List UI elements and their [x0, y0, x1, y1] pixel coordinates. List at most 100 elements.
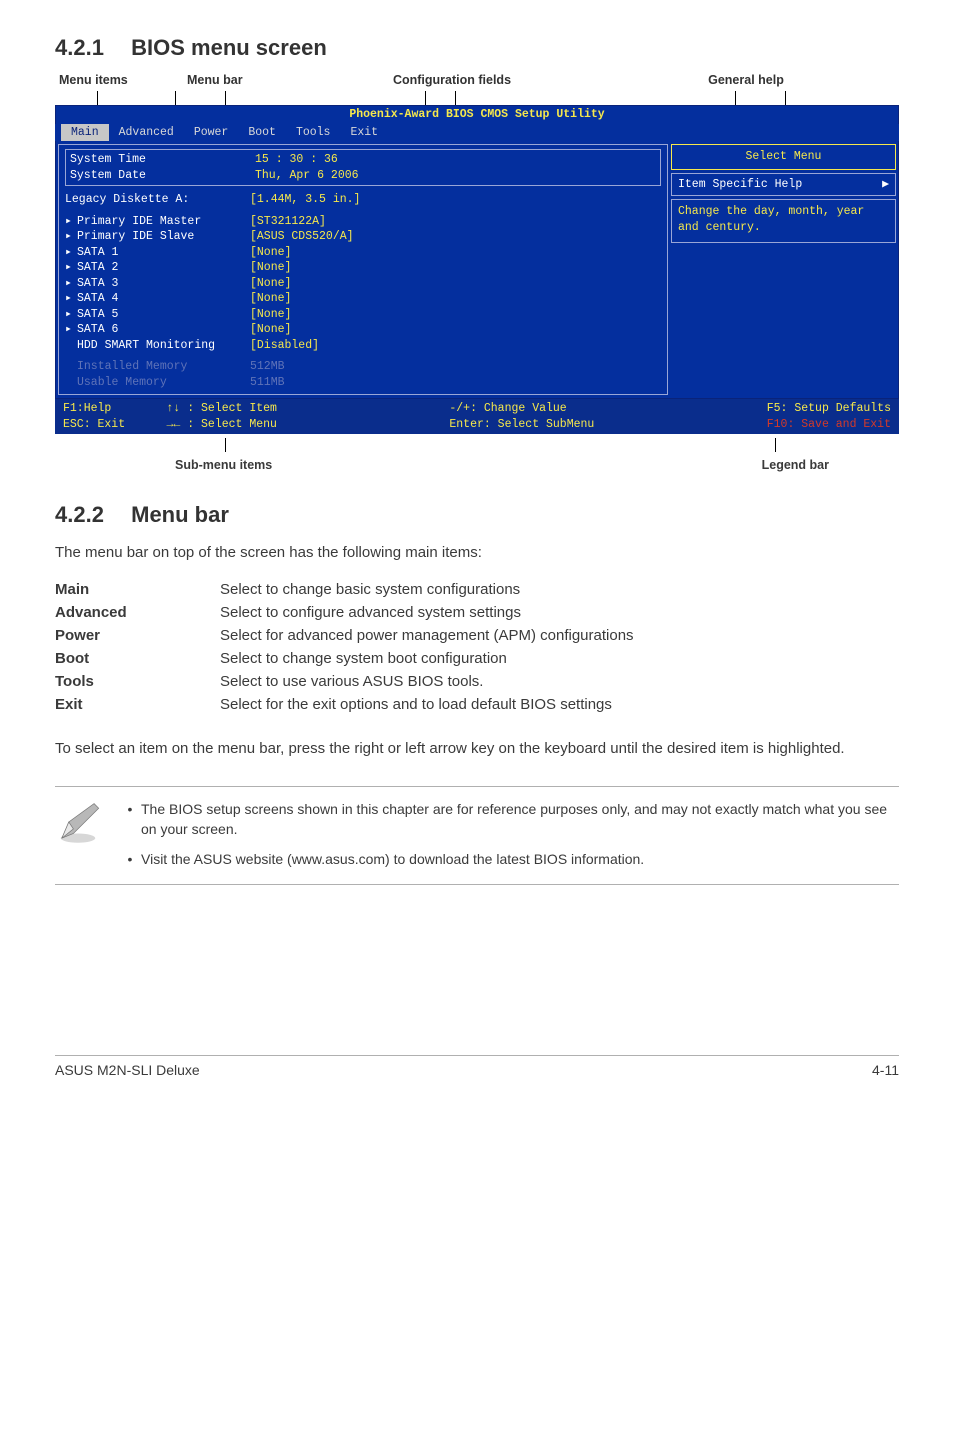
chevron-right-icon: ▸ [65, 291, 77, 307]
row-value: [None] [250, 276, 291, 292]
sec1-num: 4.2.1 [55, 35, 104, 60]
opt-key: Power [55, 624, 220, 647]
bios-tab-boot[interactable]: Boot [238, 124, 286, 142]
bios-help-sub: Item Specific Help ▶ [671, 173, 896, 197]
row-label: SATA 6 [77, 322, 250, 338]
tick [785, 91, 786, 105]
note-block: •The BIOS setup screens shown in this ch… [55, 786, 899, 885]
row-label: Usable Memory [77, 375, 250, 391]
opt-val: Select for advanced power management (AP… [220, 624, 634, 647]
bios-help-panel: Select Menu Item Specific Help ▶ Change t… [671, 144, 896, 395]
row-label: Installed Memory [77, 359, 250, 375]
opt-key: Main [55, 578, 220, 601]
lbl-submenu: Sub-menu items [175, 458, 272, 472]
opt-val: Select to use various ASUS BIOS tools. [220, 670, 634, 693]
pencil-icon [55, 799, 101, 850]
bios-info-row: Usable Memory511MB [65, 375, 661, 391]
row-label: SATA 5 [77, 307, 250, 323]
bullet-icon: • [119, 799, 141, 840]
bios-help-title: Select Menu [671, 144, 896, 170]
lbl-config: Configuration fields [307, 73, 597, 87]
bios-submenu-row[interactable]: ▸SATA 1[None] [65, 245, 661, 261]
section-heading-2: 4.2.2 Menu bar [55, 502, 899, 528]
bios-diagram: Menu items Menu bar Configuration fields… [55, 73, 899, 472]
row-label: SATA 2 [77, 260, 250, 276]
options-table: MainSelect to change basic system config… [55, 578, 634, 716]
bios-submenu-row[interactable]: ▸Primary IDE Slave[ASUS CDS520/A] [65, 229, 661, 245]
bios-help-sub-text: Item Specific Help [678, 178, 802, 191]
bios-tab-advanced[interactable]: Advanced [109, 124, 184, 142]
bios-submenu-row[interactable]: ▸SATA 2[None] [65, 260, 661, 276]
bios-submenu-row[interactable]: ▸SATA 5[None] [65, 307, 661, 323]
footer-c1: F1:Help ↑↓ : Select Item [63, 401, 277, 417]
footer-c4: ESC: Exit →← : Select Menu [63, 417, 277, 433]
chevron-right-icon: ▸ [65, 229, 77, 245]
bios-help-body: Change the day, month, year and century. [671, 199, 896, 243]
sec1-title: BIOS menu screen [131, 35, 327, 60]
bios-submenu-row[interactable]: ▸SATA 6[None] [65, 322, 661, 338]
opt-val: Select to configure advanced system sett… [220, 601, 634, 624]
tick [225, 91, 226, 105]
section-heading-1: 4.2.1 BIOS menu screen [55, 35, 899, 61]
bios-row-time[interactable]: System Time 15 : 30 : 36 [70, 152, 656, 168]
bios-submenu-row[interactable]: HDD SMART Monitoring[Disabled] [65, 338, 661, 354]
row-value: 512MB [250, 359, 285, 375]
bios-window: Phoenix-Award BIOS CMOS Setup Utility Ma… [55, 105, 899, 434]
option-row: ToolsSelect to use various ASUS BIOS too… [55, 670, 634, 693]
option-row: PowerSelect for advanced power managemen… [55, 624, 634, 647]
footer-right: 4-11 [872, 1062, 899, 1078]
chevron-right-icon: ▶ [882, 177, 889, 193]
footer-c3: F5: Setup Defaults [767, 401, 891, 417]
opt-key: Exit [55, 693, 220, 716]
bios-menu-bar: Main Advanced Power Boot Tools Exit [55, 124, 899, 142]
opt-key: Tools [55, 670, 220, 693]
lbl-help: General help [597, 73, 895, 87]
option-row: MainSelect to change basic system config… [55, 578, 634, 601]
tick [97, 91, 98, 105]
row-value: [Disabled] [250, 338, 319, 354]
footer-c6: F10: Save and Exit [767, 417, 891, 433]
bios-main-panel: System Time 15 : 30 : 36 System Date Thu… [58, 144, 668, 395]
note-text: The BIOS setup screens shown in this cha… [141, 799, 897, 840]
bios-legend-bar: F1:Help ↑↓ : Select Item ESC: Exit →← : … [55, 398, 899, 434]
tick [775, 438, 776, 452]
bios-info-row: Installed Memory512MB [65, 359, 661, 375]
row-label: SATA 1 [77, 245, 250, 261]
bios-tab-exit[interactable]: Exit [340, 124, 388, 142]
row-label: SATA 4 [77, 291, 250, 307]
row-label: SATA 3 [77, 276, 250, 292]
chevron-right-icon: ▸ [65, 307, 77, 323]
footer-c2: -/+: Change Value [449, 401, 594, 417]
bios-submenu-row[interactable]: ▸Primary IDE Master[ST321122A] [65, 214, 661, 230]
note-item: •Visit the ASUS website (www.asus.com) t… [119, 849, 897, 869]
row-value: [None] [250, 260, 291, 276]
bios-row-diskette[interactable]: Legacy Diskette A: [1.44M, 3.5 in.] [65, 192, 661, 208]
option-row: BootSelect to change system boot configu… [55, 647, 634, 670]
tick [455, 91, 456, 105]
bullet-icon: • [119, 849, 141, 869]
diagram-bottom-labels: Sub-menu items Legend bar [55, 458, 899, 472]
lbl-legend: Legend bar [762, 458, 829, 472]
row-value: 15 : 30 : 36 [255, 152, 338, 168]
row-label: Primary IDE Slave [77, 229, 250, 245]
lbl-menu-bar: Menu bar [187, 73, 307, 87]
row-value: [1.44M, 3.5 in.] [250, 192, 360, 208]
opt-key: Advanced [55, 601, 220, 624]
lbl-menu-items: Menu items [59, 73, 187, 87]
row-value: [None] [250, 322, 291, 338]
bios-submenu-row[interactable]: ▸SATA 3[None] [65, 276, 661, 292]
row-value: Thu, Apr 6 2006 [255, 168, 359, 184]
page-footer: ASUS M2N-SLI Deluxe 4-11 [55, 1055, 899, 1078]
bios-tab-power[interactable]: Power [184, 124, 239, 142]
row-value: [None] [250, 245, 291, 261]
row-label: Primary IDE Master [77, 214, 250, 230]
row-value: 511MB [250, 375, 285, 391]
row-value: [None] [250, 307, 291, 323]
chevron-right-icon: ▸ [65, 322, 77, 338]
option-row: AdvancedSelect to configure advanced sys… [55, 601, 634, 624]
bios-submenu-row[interactable]: ▸SATA 4[None] [65, 291, 661, 307]
bios-tab-tools[interactable]: Tools [286, 124, 341, 142]
bios-tab-main[interactable]: Main [61, 124, 109, 142]
tick [735, 91, 736, 105]
bios-row-date[interactable]: System Date Thu, Apr 6 2006 [70, 168, 656, 184]
